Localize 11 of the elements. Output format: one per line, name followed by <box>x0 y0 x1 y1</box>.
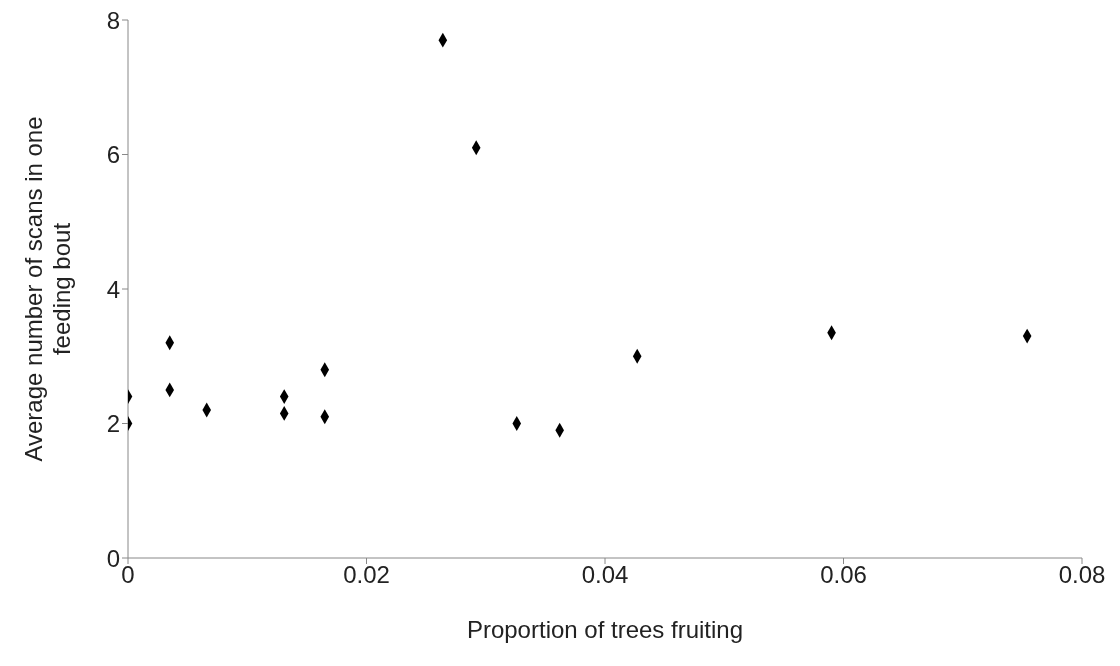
x-tick-label: 0.06 <box>820 561 867 589</box>
x-tick-label: 0.04 <box>581 561 629 589</box>
y-tick-label: 2 <box>106 410 120 438</box>
y-tick-label: 8 <box>106 6 120 34</box>
x-tick-label: 0.08 <box>1058 561 1106 589</box>
y-tick-label: 0 <box>106 544 120 572</box>
y-tick-label: 6 <box>106 141 120 169</box>
x-axis-title: Proportion of trees fruiting <box>466 616 744 643</box>
y-tick-label: 4 <box>106 275 120 303</box>
x-tick-label: 0.02 <box>343 561 390 589</box>
y-axis-title: Average number of scans in one feeding bout <box>20 116 75 462</box>
